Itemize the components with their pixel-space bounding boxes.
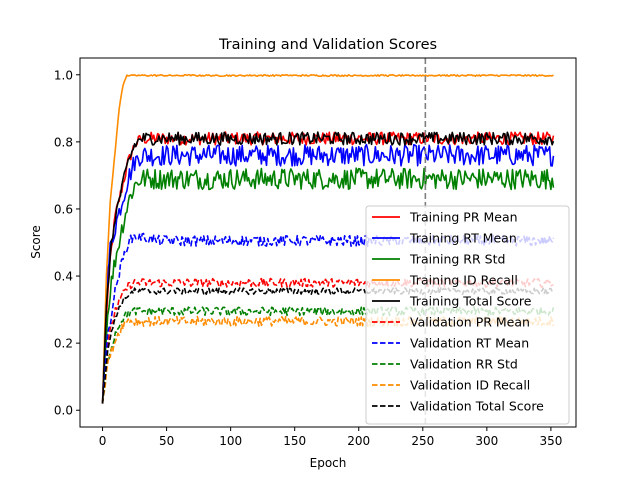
axis-ticks: 0 50 100 150 200 250 300 350 0.0 0.2 0.4 0.6 0.8 1.0 bbox=[54, 68, 562, 448]
y-tick-label: 0.2 bbox=[54, 337, 73, 351]
chart-title: Training and Validation Scores bbox=[218, 37, 437, 53]
legend-label: Validation RT Mean bbox=[410, 336, 529, 351]
y-tick-label: 0.0 bbox=[54, 404, 73, 418]
y-tick-label: 0.6 bbox=[54, 202, 73, 216]
x-tick-label: 300 bbox=[475, 434, 498, 448]
y-tick-label: 0.4 bbox=[54, 270, 73, 284]
y-tick-label: 0.8 bbox=[54, 135, 73, 149]
legend-label: Training RT Mean bbox=[409, 231, 517, 246]
x-tick-label: 50 bbox=[159, 434, 174, 448]
x-axis-label: Epoch bbox=[310, 456, 347, 470]
legend-label: Validation PR Mean bbox=[410, 315, 530, 330]
legend-label: Validation Total Score bbox=[410, 399, 544, 414]
legend-label: Validation RR Std bbox=[410, 357, 518, 372]
series-line-2 bbox=[101, 167, 555, 404]
x-tick-label: 0 bbox=[99, 434, 107, 448]
legend-label: Validation ID Recall bbox=[410, 378, 530, 393]
y-axis-label: Score bbox=[29, 225, 43, 259]
legend-label: Training RR Std bbox=[409, 252, 505, 267]
legend-box bbox=[365, 205, 570, 425]
series-line-6 bbox=[101, 232, 555, 404]
y-tick-label: 1.0 bbox=[54, 68, 73, 82]
legend-label: Training ID Recall bbox=[409, 273, 518, 288]
x-tick-label: 350 bbox=[539, 434, 562, 448]
legend-label: Training Total Score bbox=[409, 294, 532, 309]
x-tick-label: 150 bbox=[283, 434, 306, 448]
series-line-4 bbox=[101, 131, 555, 404]
plot-frame bbox=[79, 57, 577, 428]
legend-label: Training PR Mean bbox=[409, 210, 518, 225]
x-tick-label: 250 bbox=[411, 434, 434, 448]
legend: Training PR Mean Training RT Mean Training… bbox=[365, 205, 570, 425]
x-tick-label: 200 bbox=[347, 434, 370, 448]
series-line-1 bbox=[101, 143, 555, 404]
x-tick-label: 100 bbox=[219, 434, 242, 448]
series-line-3 bbox=[101, 73, 554, 404]
